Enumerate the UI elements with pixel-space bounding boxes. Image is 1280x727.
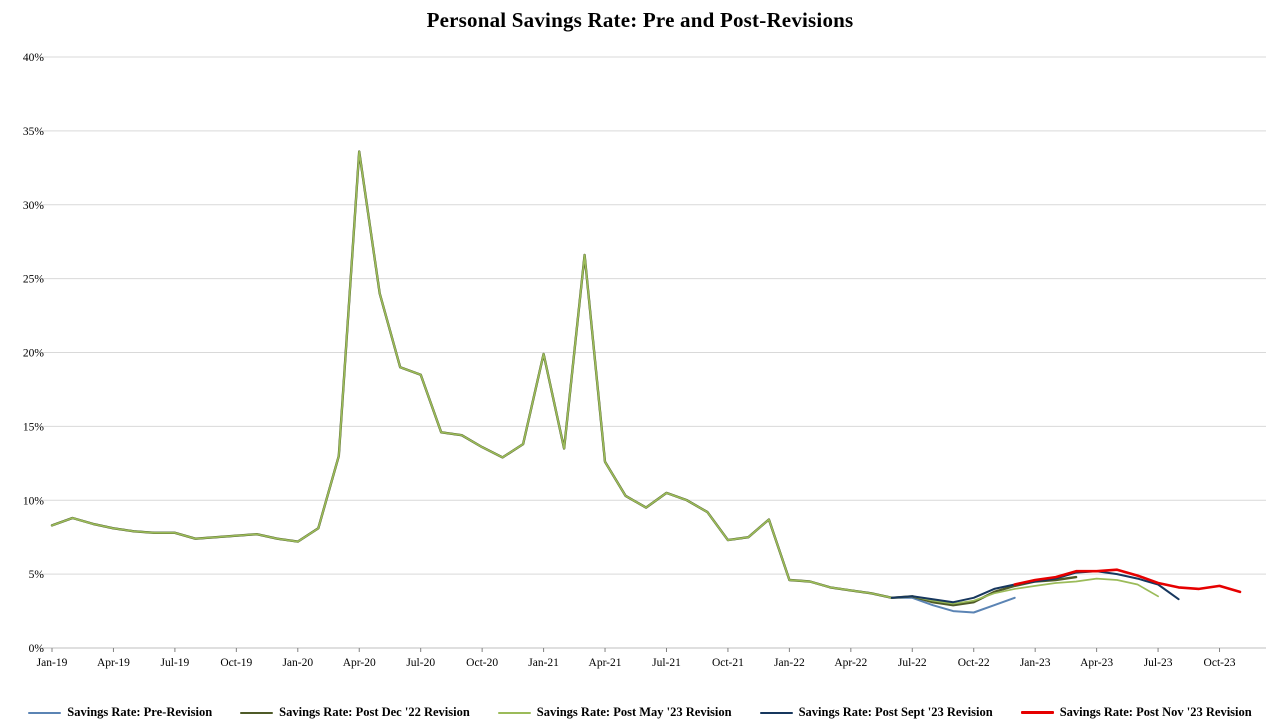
y-tick-label: 25%: [23, 274, 45, 286]
y-tick-label: 20%: [23, 348, 45, 360]
legend-line-swatch-post-may-23: [497, 711, 531, 714]
chart-legend: Savings Rate: Pre-Revision Savings Rate: …: [0, 705, 1280, 720]
x-tick-label: Apr-20: [343, 657, 376, 669]
x-tick-label: Apr-23: [1080, 657, 1113, 669]
y-tick-label: 40%: [23, 52, 45, 64]
x-tick-label: Apr-22: [834, 657, 867, 669]
x-tick-label: Oct-21: [712, 657, 744, 669]
x-tick-label: Jul-22: [898, 657, 927, 669]
x-tick-label: Oct-19: [220, 657, 252, 669]
legend-line-swatch-post-sept-23: [759, 711, 793, 714]
legend-label-pre-revision: Savings Rate: Pre-Revision: [67, 705, 213, 719]
x-tick-label: Jan-19: [37, 657, 68, 669]
x-tick-label: Jan-20: [282, 657, 313, 669]
y-tick-label: 30%: [23, 200, 45, 212]
legend-label-post-may-23: Savings Rate: Post May '23 Revision: [536, 705, 732, 719]
chart-title: Personal Savings Rate: Pre and Post-Revi…: [426, 8, 854, 32]
series-line-post-sept-23: [890, 570, 1180, 604]
legend-item-post-dec-22: Savings Rate: Post Dec '22 Revision: [240, 705, 470, 720]
legend-item-post-nov-23: Savings Rate: Post Nov '23 Revision: [1020, 705, 1252, 720]
x-tick-label: Apr-19: [97, 657, 130, 669]
y-tick-label: 0%: [29, 643, 45, 655]
series-line-post-nov-23: [1013, 568, 1242, 594]
x-tick-label: Jan-23: [1020, 657, 1051, 669]
legend-line-swatch-pre-revision: [28, 711, 62, 714]
x-tick-label: Apr-21: [589, 657, 622, 669]
series-line-post-may-23: [51, 150, 1159, 605]
legend-item-post-sept-23: Savings Rate: Post Sept '23 Revision: [759, 705, 993, 720]
x-tick-label: Jul-21: [652, 657, 681, 669]
y-tick-label: 35%: [23, 126, 45, 138]
legend-label-post-sept-23: Savings Rate: Post Sept '23 Revision: [798, 705, 993, 719]
x-tick-label: Jul-23: [1144, 657, 1173, 669]
legend-item-pre-revision: Savings Rate: Pre-Revision: [28, 705, 212, 720]
x-tick-label: Oct-20: [466, 657, 498, 669]
legend-line-swatch-post-nov-23: [1020, 711, 1054, 714]
legend-label-post-dec-22: Savings Rate: Post Dec '22 Revision: [279, 705, 470, 719]
x-tick-label: Jul-19: [161, 657, 190, 669]
y-tick-label: 15%: [23, 421, 45, 433]
legend-line-swatch-post-dec-22: [240, 711, 274, 714]
series-line-pre-revision: [51, 150, 1016, 614]
x-tick-label: Oct-22: [958, 657, 990, 669]
x-tick-label: Jul-20: [406, 657, 435, 669]
x-tick-label: Jan-21: [528, 657, 559, 669]
x-tick-label: Jan-22: [774, 657, 805, 669]
legend-item-post-may-23: Savings Rate: Post May '23 Revision: [497, 705, 732, 720]
y-tick-label: 5%: [29, 569, 45, 581]
x-tick-label: Oct-23: [1204, 657, 1236, 669]
y-tick-label: 10%: [23, 495, 45, 507]
legend-label-post-nov-23: Savings Rate: Post Nov '23 Revision: [1059, 705, 1252, 719]
